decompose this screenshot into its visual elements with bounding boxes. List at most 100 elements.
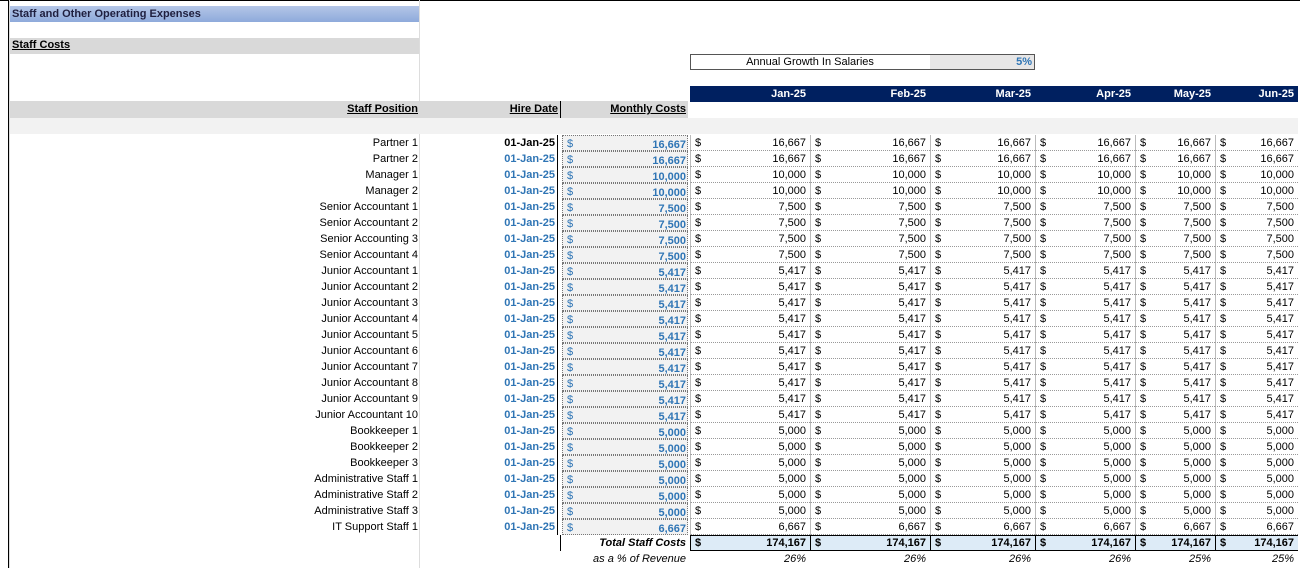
currency: $: [935, 249, 942, 261]
monthly-cost: 5,417: [658, 283, 686, 295]
cost-cell: [562, 279, 688, 295]
month-cell: [1215, 167, 1298, 183]
month-value: 5,417: [1266, 297, 1294, 309]
month-cell: [690, 327, 810, 343]
staff-position: Manager 1: [365, 169, 418, 181]
month-cell: [930, 327, 1035, 343]
currency: $: [815, 249, 822, 261]
currency: $: [1220, 377, 1227, 389]
month-cell: [1135, 199, 1215, 215]
currency: $: [567, 202, 574, 214]
month-cell: [1135, 167, 1215, 183]
currency: $: [815, 297, 822, 309]
percent-value: 25%: [1188, 553, 1211, 565]
total-value: 174,167: [886, 537, 926, 549]
currency: $: [935, 505, 942, 517]
month-cell: [690, 215, 810, 231]
currency: $: [695, 537, 702, 549]
currency: $: [815, 201, 822, 213]
month-value: 5,417: [1266, 377, 1294, 389]
cost-cell: [562, 295, 688, 311]
currency: $: [1220, 425, 1227, 437]
currency: $: [1040, 217, 1047, 229]
month-cell: [690, 487, 810, 503]
currency: $: [815, 313, 822, 325]
month-value: 10,000: [1260, 169, 1294, 181]
month-cell: [690, 279, 810, 295]
currency: $: [815, 409, 822, 421]
currency: $: [1140, 457, 1147, 469]
monthly-cost: 7,500: [658, 235, 686, 247]
month-cell: [690, 231, 810, 247]
monthly-cost: 5,000: [658, 459, 686, 471]
month-value: 5,417: [1266, 361, 1294, 373]
month-cell: [690, 519, 810, 535]
month-cell: [1035, 423, 1135, 439]
currency: $: [1040, 393, 1047, 405]
month-cell: [690, 343, 810, 359]
month-value: 7,500: [1183, 217, 1211, 229]
month-cell: [930, 503, 1035, 519]
month-value: 5,417: [1103, 265, 1131, 277]
month-cell: [930, 263, 1035, 279]
month-cell: [1035, 503, 1135, 519]
month-cell: [930, 519, 1035, 535]
month-value: 5,000: [1183, 457, 1211, 469]
currency: $: [935, 153, 942, 165]
month-cell: [810, 263, 930, 279]
month-cell: [1035, 279, 1135, 295]
month-value: 5,417: [1103, 281, 1131, 293]
total-cell: [930, 535, 1035, 551]
monthly-cost: 5,417: [658, 299, 686, 311]
month-cell: [1035, 455, 1135, 471]
total-value: 174,167: [991, 537, 1031, 549]
month-cell: [690, 183, 810, 199]
currency: $: [1040, 425, 1047, 437]
month-cell: [1215, 263, 1298, 279]
currency: $: [567, 250, 574, 262]
currency: $: [567, 378, 574, 390]
currency: $: [1140, 521, 1147, 533]
cost-cell: [562, 199, 688, 215]
currency: $: [935, 169, 942, 181]
month-value: 5,417: [898, 345, 926, 357]
currency: $: [567, 186, 574, 198]
staff-position: Partner 2: [372, 153, 418, 165]
month-cell: [930, 295, 1035, 311]
currency: $: [695, 281, 702, 293]
month-value: 5,417: [898, 377, 926, 389]
month-value: 5,417: [1266, 313, 1294, 325]
cost-cell: [562, 135, 688, 151]
month-cell: [1215, 343, 1298, 359]
month-value: 7,500: [898, 217, 926, 229]
month-value: 5,417: [1183, 377, 1211, 389]
month-value: 5,417: [898, 313, 926, 325]
currency: $: [935, 441, 942, 453]
month-cell: [810, 247, 930, 263]
staff-position: Junior Accountant 3: [321, 297, 418, 309]
month-value: 7,500: [1003, 217, 1031, 229]
month-value: 5,000: [1183, 489, 1211, 501]
cost-cell: [562, 183, 688, 199]
currency: $: [1140, 233, 1147, 245]
cost-cell: [562, 455, 688, 471]
month-value: 5,000: [1183, 425, 1211, 437]
month-value: 7,500: [898, 201, 926, 213]
currency: $: [1140, 425, 1147, 437]
month-value: 7,500: [1003, 249, 1031, 261]
currency: $: [935, 489, 942, 501]
month-value: 16,667: [1097, 153, 1131, 165]
month-value: 5,417: [778, 377, 806, 389]
month-cell: [690, 471, 810, 487]
month-cell: [930, 487, 1035, 503]
month-cell: [1035, 343, 1135, 359]
blank-row: [10, 118, 1298, 134]
month-cell: [1215, 455, 1298, 471]
month-value: 10,000: [1177, 169, 1211, 181]
month-header: Jan-25: [771, 88, 806, 100]
currency: $: [695, 249, 702, 261]
hire-date: 01-Jan-25: [420, 167, 558, 183]
hire-date: 01-Jan-25: [420, 327, 558, 343]
month-value: 5,000: [1003, 441, 1031, 453]
month-cell: [1215, 135, 1298, 151]
